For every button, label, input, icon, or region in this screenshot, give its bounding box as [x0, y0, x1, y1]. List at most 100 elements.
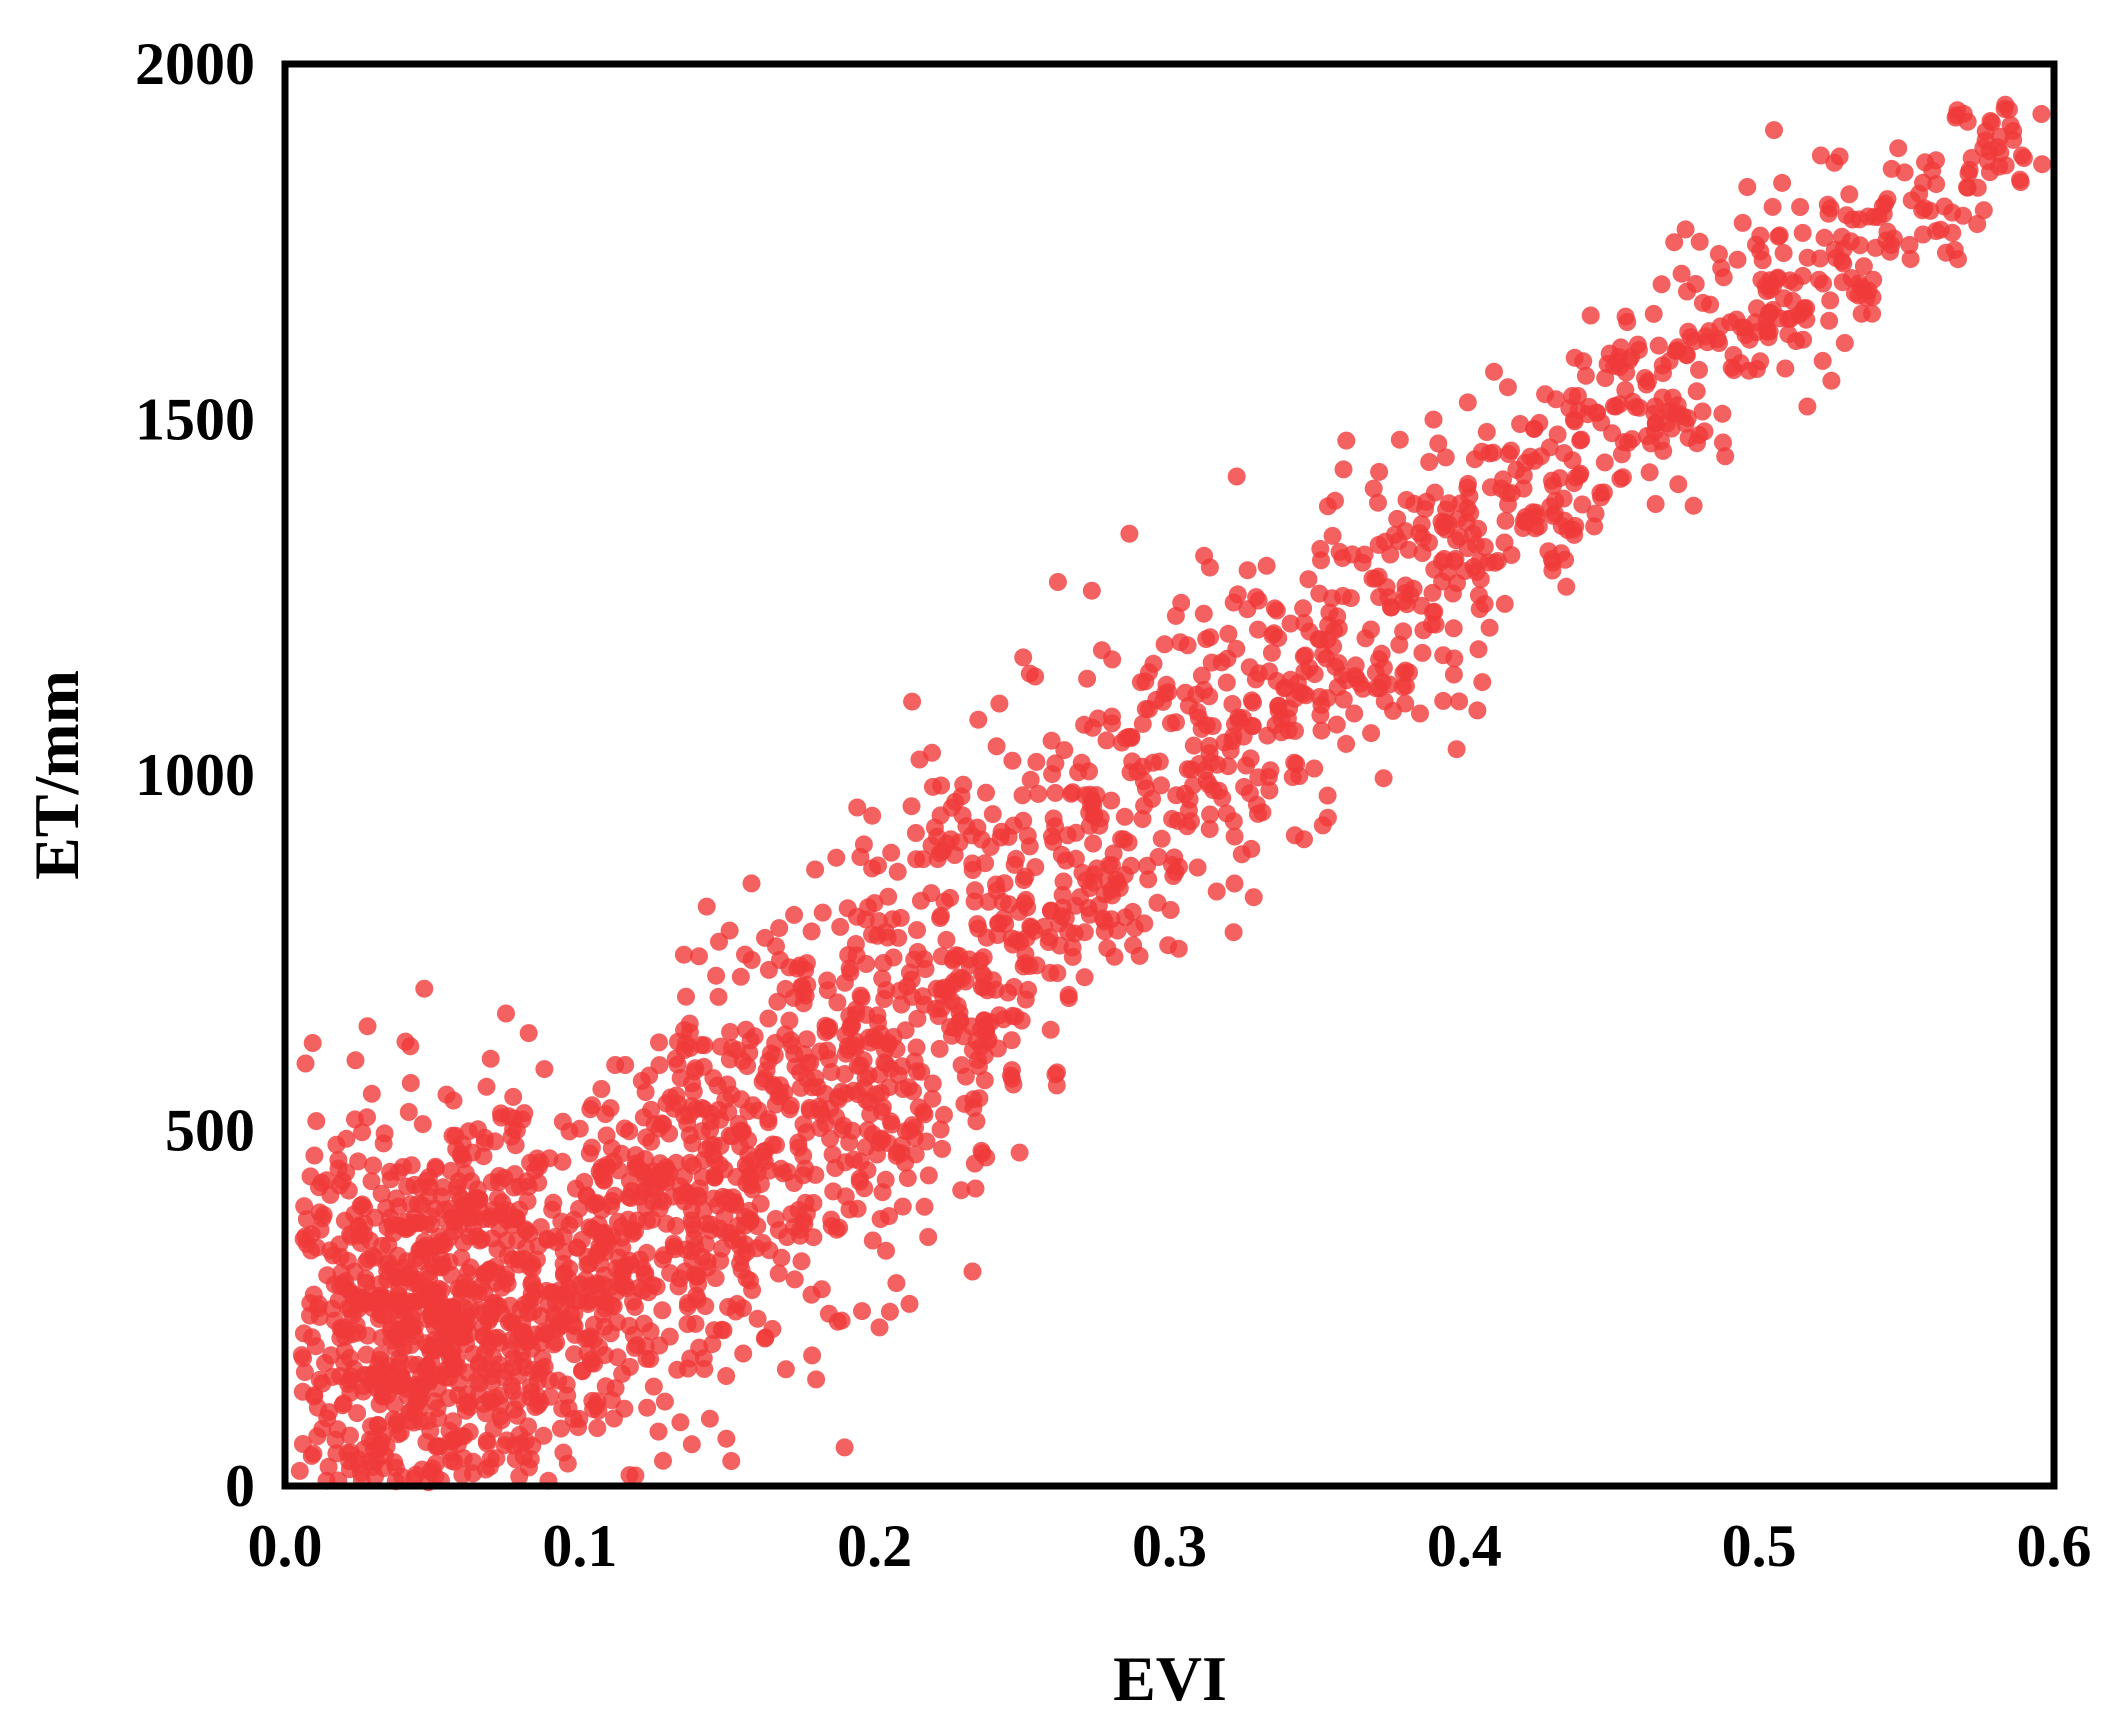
data-point: [711, 1037, 730, 1056]
data-point: [1943, 223, 1962, 242]
data-point: [1176, 683, 1195, 702]
data-point: [1434, 646, 1453, 665]
data-point: [1026, 667, 1045, 686]
data-point: [835, 1065, 854, 1083]
data-point: [372, 1184, 391, 1203]
data-point: [564, 1409, 583, 1428]
data-point: [1281, 614, 1300, 633]
data-point: [1155, 635, 1174, 654]
data-point: [1362, 724, 1381, 743]
data-point: [1133, 810, 1152, 828]
data-point: [1414, 621, 1433, 640]
data-point: [445, 1431, 463, 1450]
data-point: [1881, 242, 1899, 261]
data-point: [1200, 820, 1219, 838]
data-point: [1396, 661, 1415, 680]
data-point: [2001, 116, 2020, 135]
data-point: [877, 1241, 895, 1260]
data-point: [492, 1304, 511, 1323]
data-point: [1623, 430, 1642, 449]
data-point: [653, 1301, 672, 1320]
data-point: [519, 1024, 538, 1043]
data-point: [545, 1335, 563, 1354]
data-point: [613, 1364, 632, 1383]
data-point: [322, 1346, 341, 1365]
data-point: [1283, 768, 1302, 786]
data-point: [785, 905, 804, 924]
data-point: [1417, 492, 1436, 511]
data-point: [1753, 251, 1772, 270]
data-point: [362, 1084, 381, 1103]
data-point: [1249, 620, 1267, 639]
data-point: [682, 1435, 701, 1454]
data-point: [908, 1009, 927, 1028]
data-point: [795, 1215, 814, 1234]
data-point: [1413, 528, 1432, 547]
data-point: [1480, 618, 1499, 637]
data-point: [785, 1270, 804, 1289]
data-point: [778, 1163, 797, 1181]
data-point: [1054, 872, 1073, 891]
data-point: [349, 1152, 368, 1171]
data-point: [956, 1067, 975, 1086]
data-point: [308, 1427, 327, 1446]
data-point: [804, 1228, 823, 1247]
data-point: [387, 1189, 406, 1208]
data-point: [1502, 546, 1521, 564]
data-point: [812, 1280, 831, 1299]
data-point: [972, 1037, 991, 1056]
data-point: [657, 1214, 676, 1233]
data-point: [1793, 223, 1812, 242]
data-point: [896, 1021, 915, 1040]
data-point: [1374, 658, 1393, 677]
data-point: [1498, 484, 1517, 502]
data-point: [952, 1181, 971, 1200]
data-point: [1484, 443, 1503, 462]
data-point: [1066, 896, 1085, 915]
data-point: [713, 1239, 731, 1258]
data-point: [458, 1313, 477, 1332]
data-point: [1390, 430, 1409, 449]
data-point: [778, 1228, 797, 1246]
data-point: [1217, 673, 1236, 692]
data-point: [1445, 552, 1464, 571]
data-point: [464, 1345, 483, 1364]
data-point: [811, 1042, 830, 1061]
data-point: [491, 1333, 510, 1352]
data-point: [476, 1460, 495, 1479]
data-point: [1605, 356, 1624, 375]
data-point: [1165, 848, 1184, 867]
data-point: [460, 1398, 479, 1416]
data-point: [736, 945, 754, 964]
data-point: [771, 1085, 789, 1104]
data-point: [1793, 266, 1812, 285]
data-point: [1055, 741, 1074, 760]
data-point: [1059, 985, 1078, 1004]
data-point: [990, 694, 1009, 713]
data-point: [411, 1399, 430, 1418]
data-point: [1265, 599, 1284, 618]
data-point: [364, 1440, 383, 1459]
data-point: [1013, 786, 1032, 805]
data-point: [1202, 653, 1221, 672]
data-point: [1103, 707, 1121, 726]
data-point: [1779, 325, 1798, 344]
y-tick-label: 2000: [135, 31, 255, 97]
data-point: [853, 1302, 871, 1321]
data-point: [1843, 210, 1862, 229]
data-point: [294, 1349, 313, 1368]
data-point: [1128, 762, 1147, 781]
data-point: [963, 1262, 982, 1281]
data-point: [780, 1011, 799, 1030]
data-point: [767, 937, 785, 956]
data-point: [1776, 359, 1795, 378]
data-point: [592, 1080, 611, 1098]
data-point: [1240, 784, 1259, 803]
data-point: [480, 1390, 499, 1409]
data-point: [588, 1419, 607, 1437]
data-point: [873, 1183, 892, 1202]
data-point: [1162, 714, 1180, 733]
data-point: [715, 1160, 734, 1179]
data-point: [675, 1167, 693, 1186]
data-point: [931, 909, 950, 928]
